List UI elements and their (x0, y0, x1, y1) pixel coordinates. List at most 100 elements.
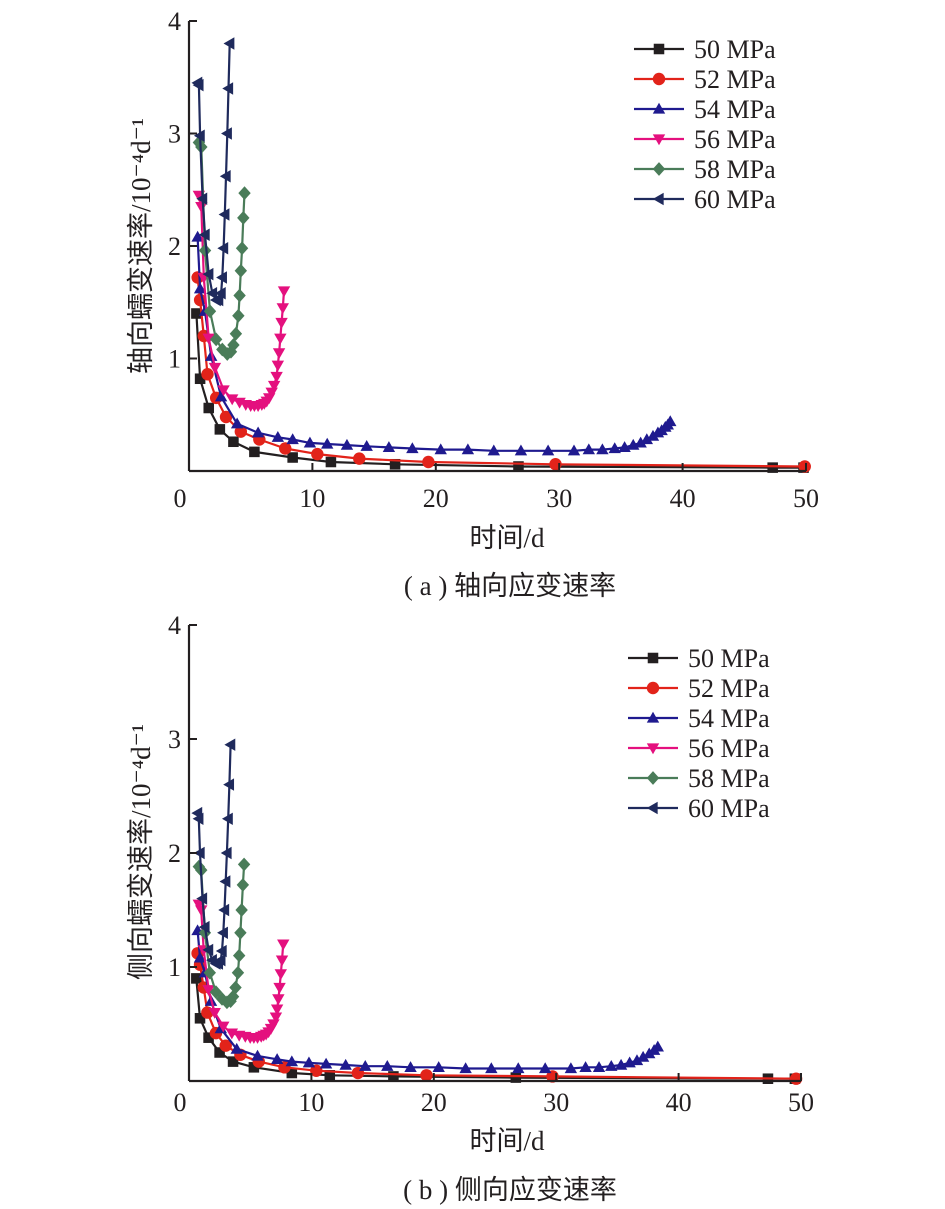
axial-series-5-point (223, 37, 235, 50)
lateral-y-tick-label: 1 (168, 953, 181, 982)
axial-x-tick-label: 20 (423, 484, 449, 513)
lateral-series-3-point (272, 994, 285, 1006)
axial-series-2-point (487, 444, 500, 456)
lateral-legend-label: 60 MPa (688, 794, 770, 823)
axial-legend-item-4: 58 MPa (634, 155, 776, 184)
lateral-series-5-point (224, 738, 236, 751)
lateral-series-3-point (270, 1004, 284, 1016)
axial-series-1 (191, 271, 811, 473)
lateral-series-2-point (651, 1040, 664, 1052)
lateral-series-3-point (274, 969, 287, 981)
axial-series-0-point (249, 446, 260, 458)
lateral-series-5-point (217, 926, 228, 939)
axial-series-4 (192, 135, 251, 361)
axial-series-2-point (596, 443, 609, 455)
axial-legend-label: 56 MPa (694, 125, 776, 154)
axial-x-tick-label: 30 (546, 484, 572, 513)
lateral-series-4-point (229, 980, 242, 995)
axial-series-0-point (191, 308, 202, 319)
axial-series-3-point (275, 317, 288, 329)
axial-legend-item-5: 60 MPa (634, 185, 776, 214)
lateral-series-2-point (193, 951, 207, 963)
lateral-legend-swatch-marker (646, 771, 660, 785)
axial-series-5-point (212, 293, 224, 307)
axial-series-4-point (237, 211, 250, 225)
lateral-series-4-point (237, 857, 251, 872)
axial-x-tick-label: 0 (174, 484, 187, 513)
lateral-series-3-point (269, 1012, 283, 1024)
chart-lateral-caption: ( b ) 侧向应变速率 (403, 1175, 617, 1205)
lateral-series-5-point (220, 846, 232, 860)
lateral-series-2-point (579, 1061, 592, 1072)
axial-x-tick-label: 10 (299, 484, 325, 513)
lateral-series-2 (191, 924, 664, 1074)
axial-series-3-point (276, 303, 289, 315)
axial-series-0-point (287, 452, 298, 463)
lateral-series-2-line (196, 930, 659, 1070)
lateral-series-0-point (286, 1067, 298, 1079)
axial-series-2-point (205, 350, 218, 361)
lateral-series-3-point (195, 905, 208, 917)
axial-legend-item-1: 52 MPa (634, 65, 776, 94)
lateral-series-2-point (270, 1053, 284, 1064)
axial-legend-item-3: 56 MPa (634, 125, 776, 154)
lateral-series-2-point (230, 1042, 243, 1054)
lateral-series-2-point (381, 1059, 394, 1071)
axial-series-0-point (767, 462, 778, 473)
lateral-legend-label: 58 MPa (688, 764, 770, 793)
lateral-series-3-point (217, 1021, 230, 1033)
axial-series-4-point (203, 304, 217, 319)
axial-series-5-point (192, 78, 204, 92)
axial-series-0-point (389, 458, 401, 470)
lateral-series-4-point (234, 925, 247, 940)
axial-series-4-point (232, 308, 245, 323)
axial-series-2-line (196, 236, 672, 452)
axial-series-0-point (203, 402, 215, 414)
axial-series-4-point (209, 332, 223, 347)
axial-series-0-point (325, 456, 337, 468)
axial-series-2-point (514, 444, 528, 456)
lateral-series-2-point (512, 1062, 525, 1074)
lateral-series-0-point (324, 1070, 336, 1081)
axial-series-4-point (235, 241, 249, 256)
lateral-series-5-point (219, 875, 231, 888)
axial-series-2-point (214, 390, 228, 402)
lateral-legend-label: 50 MPa (688, 644, 770, 673)
lateral-series-0-point (191, 973, 202, 984)
lateral-series-5-point (223, 778, 235, 791)
axial-legend-swatch-marker (652, 72, 666, 86)
lateral-series-2-point (319, 1057, 333, 1069)
lateral-series-4-point (232, 948, 246, 963)
lateral-series-0-point (248, 1062, 260, 1073)
axial-series-1-point (422, 455, 435, 469)
lateral-legend-label: 52 MPa (688, 674, 770, 703)
axial-series-5-point (217, 242, 229, 255)
axial-series-2-point (461, 443, 475, 455)
lateral-legend-item-2: 54 MPa (628, 704, 770, 733)
axial-series-2-point (193, 282, 207, 294)
lateral-series-1-point (219, 1039, 232, 1052)
lateral-series-0-point (510, 1072, 522, 1083)
lateral-legend-swatch-marker (646, 711, 660, 723)
lateral-series-2-point (251, 1049, 264, 1061)
axial-y-tick-label: 3 (168, 120, 181, 149)
lateral-series-4-point (203, 965, 217, 980)
axial-series-2-point (567, 444, 581, 456)
lateral-series-4-point (226, 989, 240, 1004)
lateral-series-4-point (231, 965, 245, 980)
axial-series-1-line (196, 277, 805, 468)
lateral-series-4-point (235, 903, 248, 917)
axial-legend-label: 60 MPa (694, 185, 776, 214)
lateral-series-2-point (564, 1062, 578, 1074)
lateral-series-4 (192, 857, 251, 1010)
chart-lateral-y-title: 侧向蠕变速率/10⁻⁴d⁻¹ (126, 724, 156, 980)
lateral-legend-swatch-marker (647, 652, 659, 664)
axial-legend-label: 50 MPa (694, 35, 776, 64)
lateral-x-tick-label: 50 (788, 1088, 814, 1117)
lateral-series-0-point (227, 1056, 239, 1067)
axial-legend-label: 58 MPa (694, 155, 776, 184)
